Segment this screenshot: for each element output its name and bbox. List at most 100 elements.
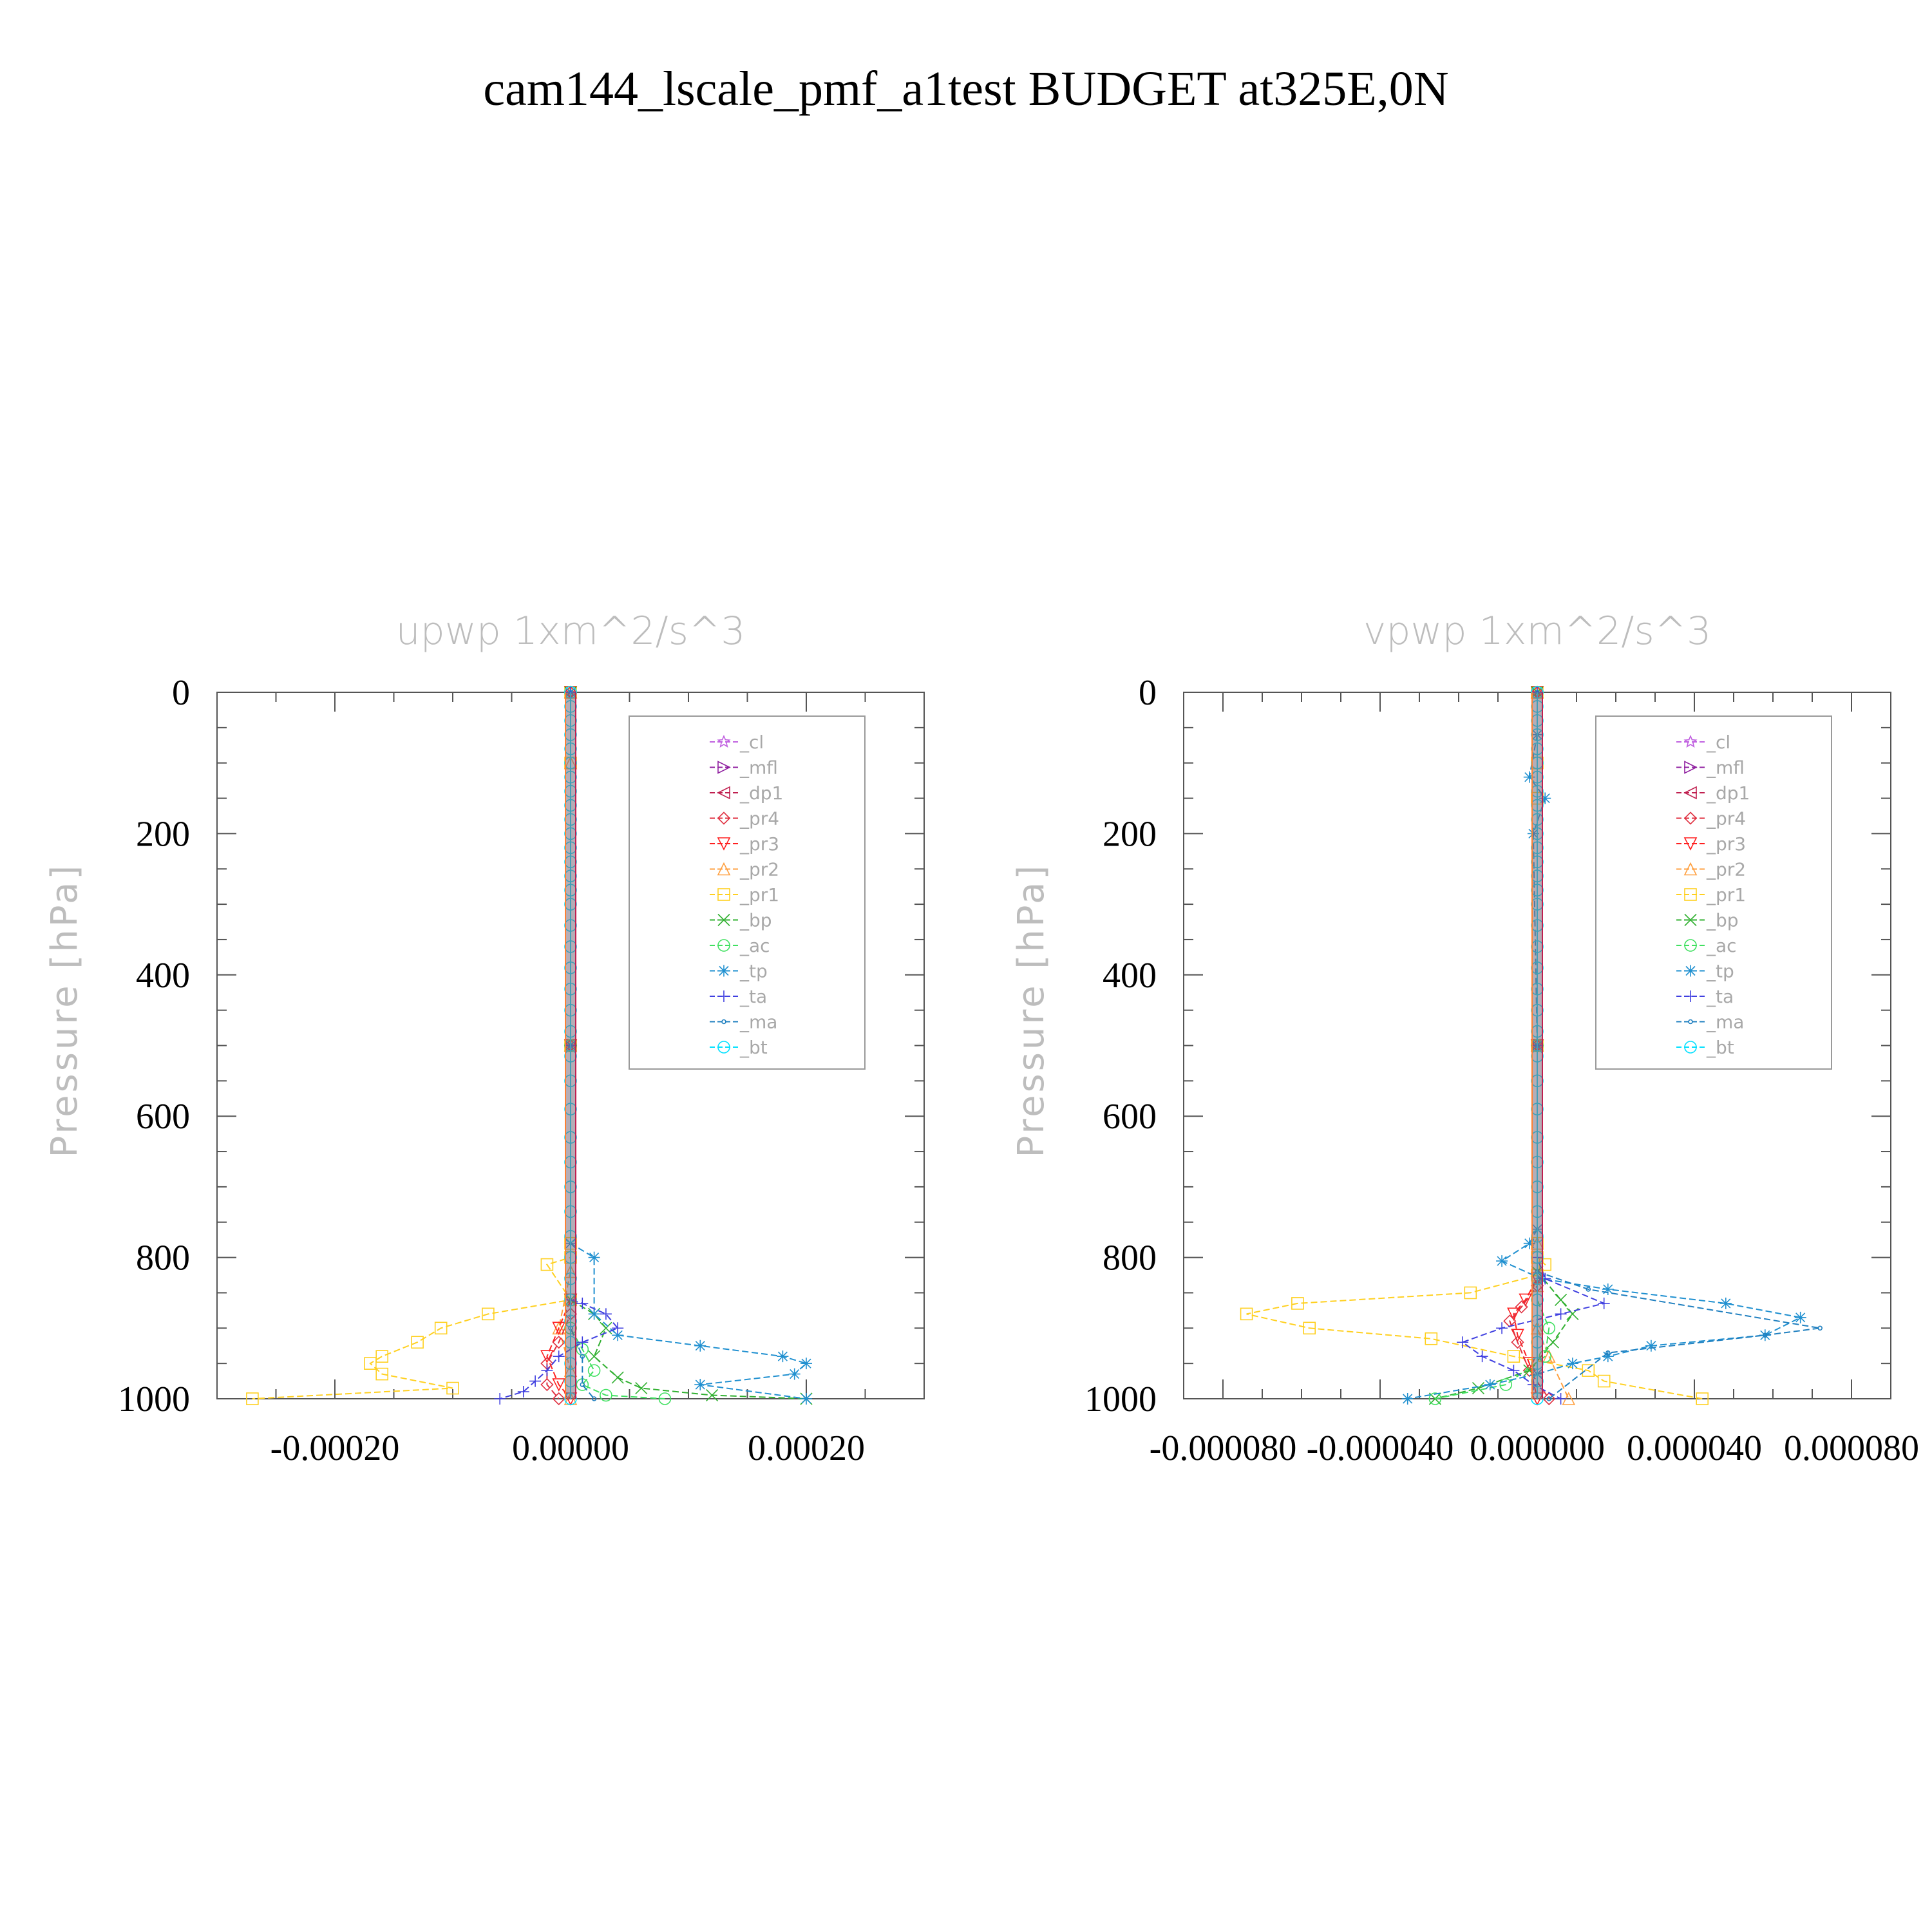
legend-label: _ma [739,1012,777,1033]
y-axis-label: Pressure [hPa] [1010,863,1052,1158]
data-point [1542,1392,1556,1406]
legend-item-tp: _tp [1676,961,1734,982]
series-pr1 [1240,686,1709,1405]
series-line [570,692,807,1399]
legend-label: _cl [739,732,764,753]
data-point [1645,1340,1657,1352]
legend-label: _ma [1706,1012,1744,1033]
legend-label: _mfl [739,757,778,779]
legend-box [629,715,866,1070]
data-point [600,1308,612,1320]
legend-label: _tp [1706,961,1734,982]
data-point [1602,1283,1614,1295]
data-point [1597,1374,1611,1388]
data-point [375,1367,389,1381]
legend-label: _bt [1706,1037,1734,1058]
data-point [777,1350,789,1363]
data-point [1476,1350,1488,1363]
legend-marker [1684,761,1698,774]
y-tick-label: 800 [136,1238,190,1278]
legend-marker [717,888,730,901]
legend-label: _pr1 [1706,884,1746,905]
legend-item-pr2: _pr2 [1676,859,1746,880]
legend-item-mfl: _mfl [1676,757,1745,779]
legend-item-ma: _ma [1676,1012,1744,1033]
legend-marker [1684,913,1697,927]
data-point [1794,1311,1806,1323]
legend-label: _bp [1706,910,1739,931]
data-point [1523,771,1535,783]
data-point [1240,1307,1253,1321]
legend-item-pr2: _pr2 [710,859,779,880]
data-point [576,1297,589,1309]
y-tick-label: 0 [172,673,190,713]
legend-item-ac: _ac [1676,935,1737,956]
legend-marker [717,734,731,748]
legend-marker [717,811,731,825]
data-point [411,1336,424,1349]
zero-profile-band [565,692,576,1399]
x-tick-label: 0.00020 [748,1428,865,1468]
data-point [446,1381,459,1395]
legend-item-dp1: _dp1 [1676,782,1750,804]
data-point [800,1393,812,1405]
data-point [1496,1255,1508,1267]
legend-item-ta: _ta [1676,986,1734,1007]
legend-label: _pr3 [1706,833,1746,855]
legend-label: _ta [739,986,767,1007]
data-point [1555,1393,1567,1405]
legend-item-bp: _bp [710,910,772,931]
legend-label: _pr1 [739,884,779,905]
data-point [1605,1350,1611,1356]
data-point [1763,1332,1768,1338]
legend-marker [717,761,731,774]
legend-item-ta: _ta [710,986,767,1007]
data-point [540,1258,554,1271]
data-point [587,1364,601,1377]
y-tick-label: 1000 [118,1379,190,1419]
data-point [588,1350,601,1363]
legend-marker [721,1019,726,1025]
y-tick-label: 1000 [1084,1379,1157,1419]
data-point [1425,1332,1438,1345]
data-point [1464,1286,1477,1300]
data-point [612,1322,624,1334]
legend-marker [717,786,730,800]
data-point [1507,1350,1520,1363]
data-point [612,1329,624,1341]
data-point [1472,1381,1485,1395]
x-tick-label: 0.000040 [1627,1428,1762,1468]
legend-item-cl: _cl [1676,732,1730,753]
y-tick-label: 600 [1103,1097,1157,1137]
panel-2: vpwp 1xm^2/s^3 Pressure [hPa] 0 200 400 600 80… [1010,609,1919,1468]
data-point [553,1350,565,1363]
data-point [552,1392,565,1406]
data-point [580,1354,585,1359]
data-point [1484,1379,1496,1391]
legend-item-pr3: _pr3 [1676,833,1746,855]
legend-marker [718,965,730,977]
data-point [1555,1308,1567,1320]
data-point [482,1307,495,1321]
data-point [1542,1321,1556,1335]
legend-item-ac: _ac [710,935,770,956]
series-bp [1428,686,1579,1405]
data-point [246,1392,259,1405]
legend-item-pr3: _pr3 [710,833,779,855]
data-point [576,1336,589,1349]
data-point [364,1357,377,1370]
legend-label: _mfl [1706,757,1745,779]
x-tick-label: -0.000080 [1150,1428,1297,1468]
legend-item-mfl: _mfl [710,757,778,779]
legend-item-pr4: _pr4 [710,808,779,829]
data-point [1539,792,1551,804]
legend-marker [1683,811,1698,825]
panel-title: vpwp 1xm^2/s^3 [1363,609,1711,654]
legend-box [1595,715,1832,1070]
y-tick-label: 400 [1103,956,1157,996]
data-point [580,1382,585,1387]
y-tick-label: 800 [1103,1238,1157,1278]
legend: _cl _mfl _dp1 _pr4 _pr3 _pr2 _pr1 _bp _ac _tp _ta _… [1595,715,1832,1070]
data-point [1428,1392,1442,1405]
